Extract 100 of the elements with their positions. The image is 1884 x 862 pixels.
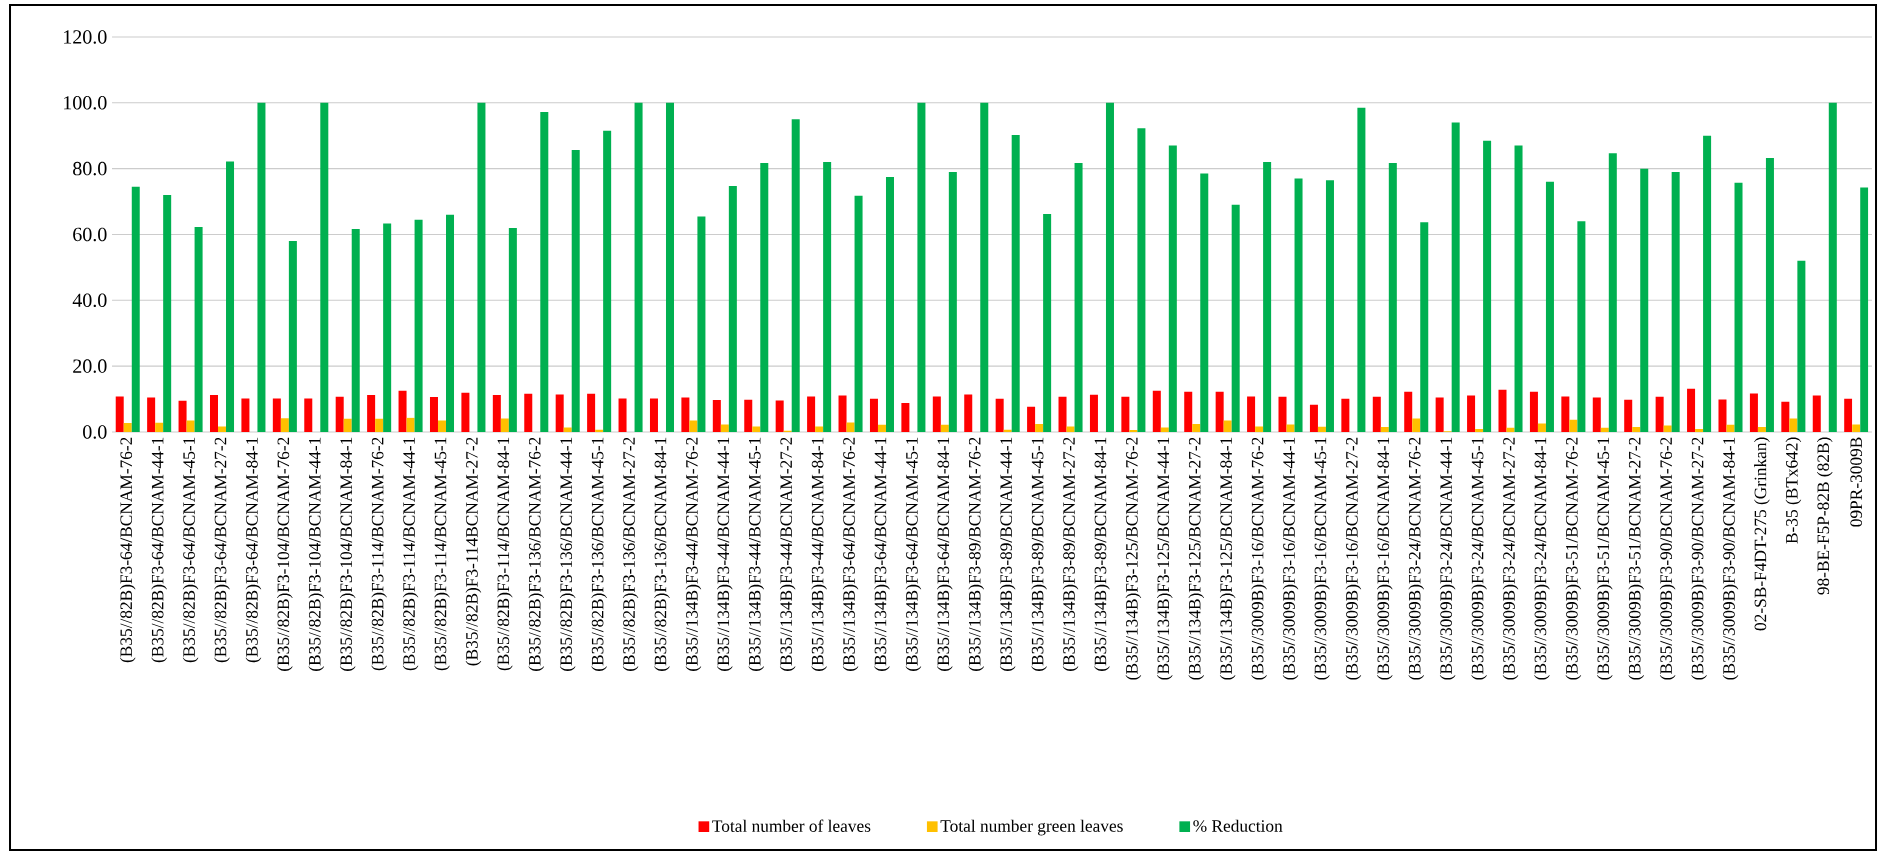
bar: [1860, 187, 1869, 432]
bar: [1255, 426, 1264, 432]
bar: [1066, 426, 1075, 432]
bar: [555, 394, 564, 432]
bar: [477, 102, 486, 432]
bar: [1498, 389, 1507, 432]
bar: [1687, 388, 1696, 432]
bar: [1152, 390, 1161, 432]
bar: [681, 397, 690, 432]
bar: [1781, 401, 1790, 432]
bar: [571, 149, 580, 432]
bar: [1844, 398, 1853, 432]
bar: [1325, 180, 1334, 432]
x-tick-label: (B35//82B)F3-64/BCNAM-76-2: [119, 437, 136, 663]
x-tick-label: (B35//82B)F3-114/BCNAM-76-2: [371, 437, 387, 671]
bar: [320, 102, 329, 432]
x-tick-label: (B35//82B)F3-64/BCNAM-27-2: [214, 437, 230, 663]
bar: [1043, 214, 1052, 432]
bar: [414, 219, 423, 432]
x-tick-label: (B35//134B)F3-125/BCNAM-27-2: [1188, 437, 1205, 680]
bar: [272, 398, 281, 432]
bar: [932, 396, 941, 432]
bar: [1184, 391, 1193, 432]
bar: [1420, 222, 1429, 432]
x-tick-label: (B35//3009B)F3-90/BCNAM-27-2: [1691, 437, 1707, 680]
x-tick-label: (B35//82B)F3-136/BCNAM-27-2: [622, 437, 639, 671]
x-tick-label: (B35//134B)F3-44/BCNAM-44-1: [716, 437, 733, 671]
bar: [1695, 429, 1704, 432]
x-tick-label: (B35//134B)F3-89/BCNAM-27-2: [1062, 437, 1079, 671]
bar: [1632, 427, 1641, 432]
bar: [1812, 395, 1821, 432]
bar: [1192, 424, 1201, 432]
bar: [877, 424, 886, 432]
bar: [540, 112, 549, 432]
bar: [1467, 395, 1476, 432]
x-tick-label: (B35//82B)F3-64/BCNAM-84-1: [245, 437, 262, 663]
bar: [147, 397, 156, 432]
bar: [1035, 424, 1044, 432]
bar: [1789, 418, 1798, 432]
x-tick-label: (B35//3009B)F3-51/BCNAM-76-2: [1565, 437, 1582, 680]
x-tick-label: (B35//134B)F3-64/BCNAM-45-1: [905, 437, 922, 671]
x-tick-label: (B35//82B)F3-64/BCNAM-44-1: [151, 437, 167, 663]
bar: [1569, 419, 1578, 432]
bar: [1514, 145, 1523, 432]
y-tick-label: 60.0: [73, 227, 107, 242]
x-tick-label: (B35//3009B)F3-24/BCNAM-27-2: [1502, 437, 1519, 680]
bar: [1600, 427, 1609, 432]
bar: [257, 102, 266, 432]
bar: [917, 102, 926, 432]
bar: [1404, 391, 1413, 432]
bar: [1765, 158, 1774, 432]
x-tick-label: (B35//3009B)F3-24/BCNAM-76-2: [1408, 437, 1425, 680]
bar: [823, 162, 832, 432]
y-tick-label: 0.0: [83, 425, 107, 439]
x-tick-label: (B35//134B)F3-89/BCNAM-44-1: [999, 437, 1016, 671]
x-tick-label: (B35//3009B)F3-24/BCNAM-45-1: [1471, 437, 1487, 680]
bar: [1577, 221, 1586, 432]
x-tick-label: (B35//134B)F3-125/BCNAM-76-2: [1125, 437, 1142, 680]
bar: [1561, 396, 1570, 432]
bar: [1475, 429, 1484, 432]
bar: [854, 195, 863, 432]
bar: [1372, 396, 1381, 432]
bar: [155, 422, 164, 432]
x-tick-label: (B35//3009B)F3-16/BCNAM-84-1: [1376, 437, 1393, 680]
x-tick-label: (B35//3009B)F3-16/BCNAM-76-2: [1251, 437, 1267, 680]
bar: [226, 161, 235, 432]
y-tick-label: 20.0: [73, 359, 107, 373]
bar: [869, 398, 878, 432]
bar: [1797, 260, 1806, 432]
x-tick-label: B-35 (BTx642): [1785, 437, 1802, 544]
bar: [1011, 135, 1020, 432]
bar: [1168, 145, 1177, 432]
x-tick-label: (B35//82B)F3-104/BCNAM-44-1: [308, 437, 325, 671]
x-tick-label: (B35//82B)F3-136/BCNAM-45-1: [591, 437, 607, 671]
bar: [1828, 102, 1837, 432]
bar: [1121, 396, 1130, 432]
bar: [1247, 396, 1256, 432]
bar: [1537, 423, 1546, 432]
bar: [398, 390, 407, 432]
x-tick-label: (B35//134B)F3-44/BCNAM-27-2: [779, 437, 796, 671]
bar: [1718, 399, 1727, 432]
bar: [964, 394, 973, 432]
bar: [1608, 153, 1617, 432]
bar: [649, 398, 658, 432]
bar: [1231, 204, 1240, 432]
bar: [752, 426, 761, 432]
bar: [194, 226, 203, 432]
bar: [995, 398, 1004, 432]
bar: [446, 214, 455, 432]
bar: [288, 241, 297, 432]
bar: [634, 102, 643, 432]
bar: [304, 398, 313, 432]
bar: [940, 424, 949, 432]
bar: [1749, 393, 1758, 432]
x-tick-label: (B35//82B)F3-136/BCNAM-76-2: [528, 437, 545, 671]
bar: [712, 400, 721, 432]
bar: [1160, 427, 1169, 432]
bar: [1286, 424, 1295, 432]
x-tick-label: (B35//82B)F3-114BCNAM-27-2: [465, 437, 482, 666]
x-tick-label: (B35//3009B)F3-51/BCNAM-45-1: [1596, 437, 1613, 680]
